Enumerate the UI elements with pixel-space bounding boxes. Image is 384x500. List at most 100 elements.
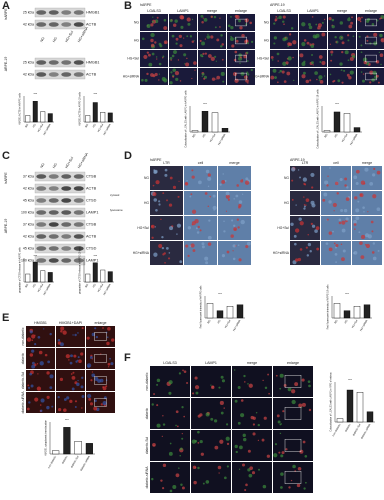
signal — [218, 472, 220, 474]
signal — [217, 465, 222, 470]
blot — [34, 195, 86, 206]
signal — [201, 20, 204, 24]
zoom-box — [365, 54, 377, 63]
band — [36, 246, 47, 251]
zoom-box — [284, 375, 302, 388]
signal — [311, 54, 313, 56]
signal — [344, 177, 348, 181]
signal — [362, 73, 365, 75]
band — [61, 72, 72, 77]
significance: *** — [93, 92, 97, 96]
signal — [192, 465, 197, 470]
signal — [359, 20, 362, 23]
signal — [180, 483, 183, 486]
signal — [245, 177, 249, 181]
signal — [376, 207, 381, 212]
row-label: diabetic-siRNA — [21, 391, 25, 414]
bar — [216, 310, 224, 319]
signal — [283, 23, 285, 26]
signal — [292, 260, 297, 265]
x-tick-label: HG — [343, 319, 348, 324]
band — [36, 72, 47, 77]
signal — [207, 54, 212, 58]
signal — [340, 69, 343, 71]
signal — [332, 202, 337, 208]
signal — [63, 398, 67, 401]
signal — [75, 360, 78, 363]
bar — [333, 303, 341, 319]
signal — [282, 61, 287, 66]
signal — [249, 466, 254, 471]
panel-letter: C — [2, 150, 10, 162]
band — [61, 222, 72, 227]
row-label: HG+Sul — [127, 56, 139, 60]
signal — [328, 17, 332, 21]
signal — [31, 364, 36, 369]
signal — [141, 78, 144, 82]
signal — [186, 57, 188, 60]
signal — [148, 62, 153, 67]
signal — [87, 394, 92, 399]
signal — [293, 79, 295, 82]
signal — [221, 379, 226, 383]
bar — [32, 100, 38, 123]
signal — [179, 80, 182, 82]
signal — [237, 421, 241, 425]
band-label: ACTB — [86, 187, 97, 191]
column-header: LGALS3 — [277, 9, 291, 13]
signal — [305, 198, 310, 202]
signal — [180, 25, 184, 29]
micrograph — [169, 50, 197, 67]
signal — [225, 194, 230, 199]
signal — [156, 58, 158, 60]
signal — [230, 234, 234, 238]
signal — [185, 244, 189, 248]
band-label: CTSB — [86, 223, 97, 227]
signal — [174, 71, 180, 76]
signal — [304, 183, 307, 186]
bar — [336, 418, 344, 423]
signal — [255, 412, 258, 414]
signal — [205, 412, 210, 417]
micrograph — [198, 68, 226, 85]
signal — [81, 395, 85, 398]
signal — [179, 44, 183, 48]
signal — [275, 16, 278, 18]
signal — [182, 369, 184, 372]
signal — [73, 354, 77, 358]
band — [73, 186, 84, 191]
signal — [301, 22, 306, 27]
x-tick-label: HG+Sul — [223, 318, 231, 328]
band — [73, 22, 84, 27]
cell-line-label: hARPE — [4, 8, 8, 20]
signal — [271, 59, 274, 61]
signal — [176, 425, 179, 428]
signal — [299, 221, 304, 226]
signal — [178, 372, 182, 375]
signal — [186, 35, 189, 38]
signal — [110, 362, 114, 366]
signal — [168, 451, 173, 456]
bar — [25, 115, 31, 123]
blot — [34, 19, 86, 30]
signal — [291, 399, 296, 405]
signal — [169, 176, 173, 180]
signal — [306, 41, 310, 45]
lane-label: NG — [39, 162, 45, 169]
signal — [348, 76, 352, 80]
signal — [234, 444, 238, 449]
signal — [143, 54, 148, 59]
signal — [224, 476, 227, 480]
signal — [248, 383, 253, 388]
signal — [236, 218, 239, 221]
signal — [246, 42, 250, 45]
signal — [348, 16, 350, 19]
micrograph — [191, 430, 231, 461]
signal — [191, 223, 194, 226]
signal — [246, 241, 251, 246]
signal — [221, 58, 224, 61]
bar — [353, 306, 361, 319]
signal — [91, 371, 94, 373]
signal — [235, 194, 239, 198]
